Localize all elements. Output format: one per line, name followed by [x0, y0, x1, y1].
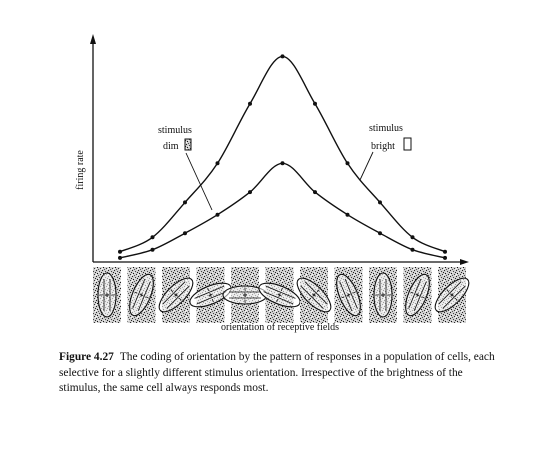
receptive-field-divider — [413, 281, 427, 312]
plus-mark — [312, 293, 316, 297]
receptive-field-divider — [300, 285, 324, 309]
caption-text: The coding of orientation by the pattern… — [59, 351, 495, 394]
receptive-field-cell — [189, 267, 232, 323]
series-1-line — [119, 55, 446, 253]
minus-mark — [276, 299, 279, 303]
minus-mark — [280, 287, 283, 291]
minus-mark — [134, 291, 138, 294]
series-2-point — [183, 231, 187, 236]
receptive-field-cell — [434, 267, 470, 323]
series-1-point — [280, 54, 285, 59]
dim-stimulus-swatch — [184, 138, 192, 151]
plus-mark — [140, 292, 143, 298]
minus-mark — [446, 289, 450, 293]
annotation-bright: stimulus bright — [359, 123, 412, 181]
receptive-field-cell — [296, 267, 332, 323]
series-2-point — [215, 212, 220, 217]
annotation-dim-line1: stimulus — [158, 125, 192, 136]
minus-mark — [341, 296, 345, 299]
series-1-point — [118, 249, 122, 254]
series-2-point — [118, 255, 122, 260]
receptive-field-divider — [162, 281, 186, 305]
receptive-field-divider — [344, 278, 358, 309]
minus-mark — [421, 296, 425, 299]
y-axis-arrow — [90, 34, 96, 44]
minus-mark — [211, 299, 214, 303]
receptive-field-strip — [93, 267, 470, 323]
receptive-field-cell — [369, 267, 397, 323]
receptive-field-cell — [258, 267, 301, 323]
receptive-field-cell — [158, 267, 194, 323]
receptive-field-divider — [263, 291, 294, 305]
series-2-point — [345, 212, 350, 217]
receptive-field-divider — [442, 285, 466, 309]
receptive-field-divider — [339, 281, 353, 312]
x-axis-arrow — [460, 259, 469, 265]
receptive-field-cell — [222, 267, 268, 323]
caption-label: Figure 4.27 — [59, 351, 114, 363]
series-2-point — [280, 161, 285, 166]
series-1-point — [313, 101, 317, 106]
minus-mark — [170, 289, 174, 293]
minus-mark — [410, 291, 414, 294]
annotation-dim-line2: dim — [163, 141, 179, 152]
series-2-point — [443, 255, 447, 260]
receptive-field-cell — [403, 267, 432, 323]
x-axis-label: orientation of receptive fields — [221, 322, 339, 333]
receptive-field-divider — [166, 285, 190, 309]
bright-pointer — [359, 151, 374, 181]
receptive-field-divider — [194, 285, 225, 299]
receptive-field-cell — [127, 267, 156, 323]
plus-mark — [174, 293, 178, 297]
plus-mark — [450, 293, 454, 297]
series-2-point — [313, 190, 317, 195]
series-2-point — [378, 231, 382, 236]
minus-mark — [454, 297, 458, 301]
receptive-field-divider — [265, 285, 296, 299]
annotation-bright-line1: stimulus — [369, 123, 403, 134]
minus-mark — [207, 287, 210, 291]
dim-pointer — [185, 152, 213, 211]
series-1-point — [183, 200, 187, 205]
series-2-line — [119, 162, 446, 259]
figure-caption: Figure 4.27 The coding of orientation by … — [59, 350, 499, 397]
series-layer — [118, 54, 447, 260]
minus-mark — [308, 297, 312, 301]
receptive-field-cell — [334, 267, 363, 323]
series-1-point — [378, 200, 382, 205]
y-axis-label: firing rate — [75, 150, 86, 190]
series-2-point — [150, 247, 155, 252]
series-2-point — [410, 247, 415, 252]
minus-mark — [145, 296, 149, 299]
bright-stimulus-swatch — [403, 137, 412, 151]
series-1-point — [248, 101, 252, 106]
receptive-field-divider — [137, 281, 151, 312]
receptive-field-cell — [93, 267, 121, 323]
receptive-field-divider — [408, 278, 422, 309]
minus-mark — [178, 297, 182, 301]
plus-mark — [208, 293, 213, 297]
plus-mark — [347, 292, 350, 298]
receptive-field-divider — [438, 281, 462, 305]
receptive-field-divider — [132, 278, 146, 309]
series-1-point — [150, 235, 155, 240]
series-2-point — [248, 190, 252, 195]
minus-mark — [352, 291, 356, 294]
series-1-point — [443, 249, 447, 254]
receptive-field-divider — [304, 281, 328, 305]
series-1-point — [345, 161, 350, 166]
series-1-point — [215, 161, 220, 166]
plus-mark — [416, 292, 419, 298]
minus-mark — [316, 289, 320, 293]
plus-mark — [277, 293, 282, 297]
receptive-field-divider — [196, 291, 227, 305]
annotation-dim: stimulus dim — [158, 125, 213, 211]
series-1-point — [410, 235, 415, 240]
annotation-bright-line2: bright — [371, 141, 395, 152]
